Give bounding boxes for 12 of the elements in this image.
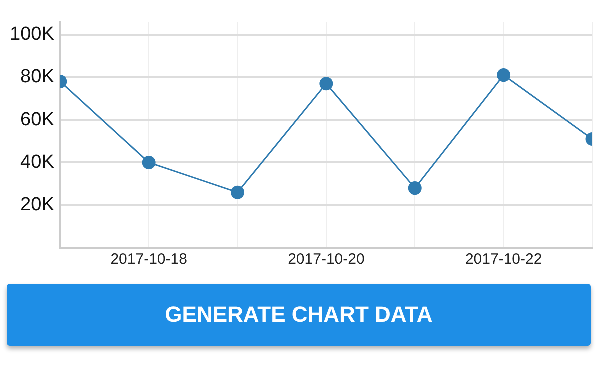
x-tick-label: 2017-10-20: [288, 251, 365, 268]
point: [408, 182, 422, 196]
y-tick-label: 80K: [20, 66, 55, 88]
point: [320, 77, 334, 91]
y-tick-label: 100K: [10, 24, 55, 46]
y-tick-label: 40K: [20, 152, 55, 173]
x-tick-label: 2017-10-18: [110, 251, 188, 268]
generate-button[interactable]: GENERATE CHART DATA: [7, 284, 591, 346]
x-tick-label: 2017-10-22: [465, 251, 542, 268]
y-tick-label: 20K: [20, 194, 55, 216]
point: [231, 186, 244, 200]
y-tick-label: 60K: [20, 109, 55, 130]
